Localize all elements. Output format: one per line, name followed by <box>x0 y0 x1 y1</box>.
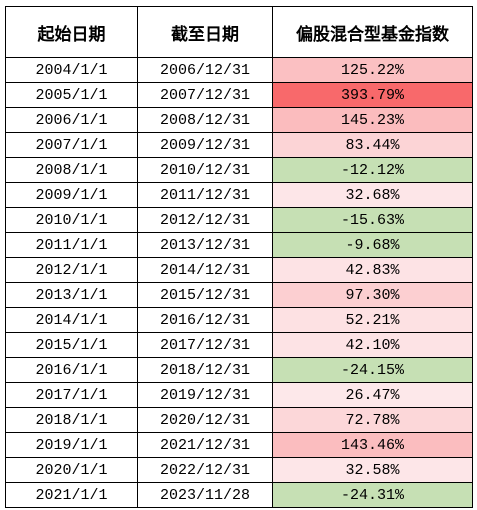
return-cell: 125.22% <box>272 57 473 83</box>
table-row: 2005/1/1 2007/12/31 393.79% <box>5 82 473 108</box>
table-row: 2014/1/1 2016/12/31 52.21% <box>5 307 473 333</box>
header-cell: 起始日期 <box>5 6 138 58</box>
table-row: 2021/1/1 2023/11/28 -24.31% <box>5 482 473 508</box>
return-cell: 42.83% <box>272 257 473 283</box>
date-cell: 2014/1/1 <box>5 307 138 333</box>
date-cell: 2007/1/1 <box>5 132 138 158</box>
date-cell: 2018/12/31 <box>137 357 273 383</box>
date-cell: 2021/1/1 <box>5 482 138 508</box>
return-cell: 32.68% <box>272 182 473 208</box>
date-cell: 2012/1/1 <box>5 257 138 283</box>
return-cell: -9.68% <box>272 232 473 258</box>
date-cell: 2016/1/1 <box>5 357 138 383</box>
table-row: 2007/1/1 2009/12/31 83.44% <box>5 132 473 158</box>
date-cell: 2013/1/1 <box>5 282 138 308</box>
date-cell: 2023/11/28 <box>137 482 273 508</box>
date-cell: 2017/12/31 <box>137 332 273 358</box>
date-cell: 2020/1/1 <box>5 457 138 483</box>
date-cell: 2011/12/31 <box>137 182 273 208</box>
date-cell: 2020/12/31 <box>137 407 273 433</box>
table-row: 2019/1/1 2021/12/31 143.46% <box>5 432 473 458</box>
date-cell: 2006/1/1 <box>5 107 138 133</box>
return-cell: 393.79% <box>272 82 473 108</box>
date-cell: 2019/1/1 <box>5 432 138 458</box>
date-cell: 2004/1/1 <box>5 57 138 83</box>
header-row: 起始日期 截至日期 偏股混合型基金指数 <box>5 6 473 58</box>
table-body: 2004/1/1 2006/12/31 125.22% 2005/1/1 2007/12… <box>5 57 473 508</box>
date-cell: 2011/1/1 <box>5 232 138 258</box>
header-cell: 偏股混合型基金指数 <box>272 6 473 58</box>
date-cell: 2015/1/1 <box>5 332 138 358</box>
table-row: 2013/1/1 2015/12/31 97.30% <box>5 282 473 308</box>
date-cell: 2015/12/31 <box>137 282 273 308</box>
date-cell: 2006/12/31 <box>137 57 273 83</box>
date-cell: 2017/1/1 <box>5 382 138 408</box>
date-cell: 2009/12/31 <box>137 132 273 158</box>
date-cell: 2009/1/1 <box>5 182 138 208</box>
return-cell: 143.46% <box>272 432 473 458</box>
return-cell: 72.78% <box>272 407 473 433</box>
return-cell: -24.31% <box>272 482 473 508</box>
table-row: 2016/1/1 2018/12/31 -24.15% <box>5 357 473 383</box>
date-cell: 2005/1/1 <box>5 82 138 108</box>
date-cell: 2012/12/31 <box>137 207 273 233</box>
return-cell: -24.15% <box>272 357 473 383</box>
date-cell: 2016/12/31 <box>137 307 273 333</box>
return-cell: -15.63% <box>272 207 473 233</box>
return-cell: 32.58% <box>272 457 473 483</box>
date-cell: 2013/12/31 <box>137 232 273 258</box>
table-row: 2018/1/1 2020/12/31 72.78% <box>5 407 473 433</box>
table-row: 2011/1/1 2013/12/31 -9.68% <box>5 232 473 258</box>
table-row: 2017/1/1 2019/12/31 26.47% <box>5 382 473 408</box>
table-row: 2008/1/1 2010/12/31 -12.12% <box>5 157 473 183</box>
table: 起始日期 截至日期 偏股混合型基金指数 2004/1/1 2006/12/31 12… <box>5 6 473 508</box>
date-cell: 2022/12/31 <box>137 457 273 483</box>
date-cell: 2010/12/31 <box>137 157 273 183</box>
date-cell: 2010/1/1 <box>5 207 138 233</box>
date-cell: 2014/12/31 <box>137 257 273 283</box>
date-cell: 2019/12/31 <box>137 382 273 408</box>
date-cell: 2008/12/31 <box>137 107 273 133</box>
return-cell: 97.30% <box>272 282 473 308</box>
date-cell: 2008/1/1 <box>5 157 138 183</box>
return-cell: -12.12% <box>272 157 473 183</box>
return-cell: 26.47% <box>272 382 473 408</box>
return-cell: 52.21% <box>272 307 473 333</box>
return-cell: 42.10% <box>272 332 473 358</box>
table-row: 2020/1/1 2022/12/31 32.58% <box>5 457 473 483</box>
date-cell: 2007/12/31 <box>137 82 273 108</box>
header-cell: 截至日期 <box>137 6 273 58</box>
date-cell: 2018/1/1 <box>5 407 138 433</box>
table-row: 2012/1/1 2014/12/31 42.83% <box>5 257 473 283</box>
return-cell: 145.23% <box>272 107 473 133</box>
table-row: 2010/1/1 2012/12/31 -15.63% <box>5 207 473 233</box>
table-row: 2004/1/1 2006/12/31 125.22% <box>5 57 473 83</box>
table-row: 2006/1/1 2008/12/31 145.23% <box>5 107 473 133</box>
table-row: 2009/1/1 2011/12/31 32.68% <box>5 182 473 208</box>
table-row: 2015/1/1 2017/12/31 42.10% <box>5 332 473 358</box>
date-cell: 2021/12/31 <box>137 432 273 458</box>
return-cell: 83.44% <box>272 132 473 158</box>
